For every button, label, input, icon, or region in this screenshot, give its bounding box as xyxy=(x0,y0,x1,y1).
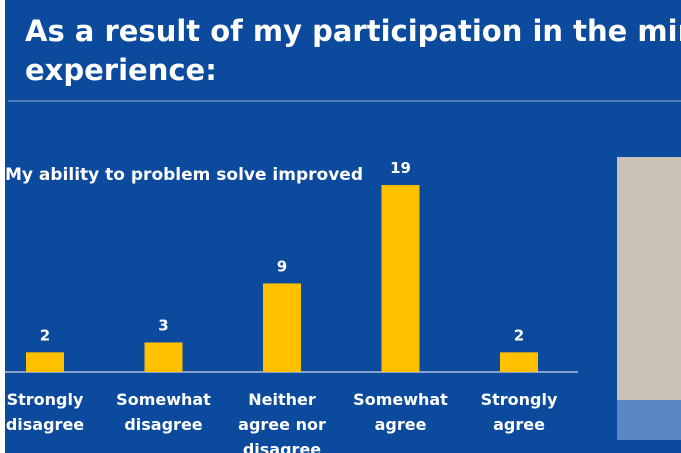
data-label: 2 xyxy=(40,326,50,344)
bar xyxy=(263,283,301,372)
chart: My ability to problem solve improved 2 3 9… xyxy=(5,0,681,453)
bar xyxy=(145,342,183,372)
photo xyxy=(617,157,681,440)
chart-subtitle: My ability to problem solve improved xyxy=(5,165,363,185)
slide: As a result of my participation in the m… xyxy=(5,0,681,453)
category-label: Neither agree nor disagree xyxy=(222,387,342,453)
category-label: Strongly disagree xyxy=(5,387,105,437)
bar xyxy=(26,352,64,372)
category-label: Strongly agree xyxy=(459,387,579,437)
data-label: 19 xyxy=(390,159,411,177)
photo-detail xyxy=(617,400,681,440)
bar xyxy=(500,352,538,372)
category-label: Somewhat disagree xyxy=(104,387,224,437)
category-label: Somewhat agree xyxy=(341,387,461,437)
data-label: 2 xyxy=(514,326,524,344)
bar xyxy=(382,185,420,372)
data-label: 3 xyxy=(158,316,168,334)
data-label: 9 xyxy=(277,257,287,275)
